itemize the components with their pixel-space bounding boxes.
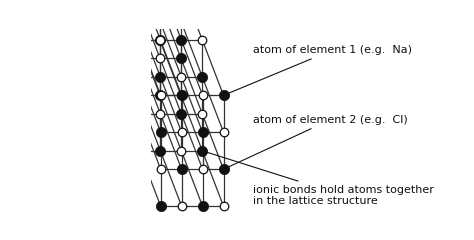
Point [156, 1, 164, 5]
Point [178, 130, 185, 134]
Point [135, 38, 143, 42]
Point [114, 19, 122, 23]
Point [114, 93, 122, 97]
Point [220, 167, 228, 171]
Point [136, 75, 143, 79]
Point [178, 75, 185, 79]
Point [136, 112, 143, 116]
Point [157, 204, 164, 208]
Point [156, 149, 164, 153]
Point [199, 38, 206, 42]
Point [93, 1, 100, 5]
Point [156, 112, 164, 116]
Point [93, 38, 100, 42]
Point [220, 130, 228, 134]
Point [178, 167, 185, 171]
Point [157, 93, 164, 97]
Point [136, 38, 143, 42]
Point [114, 56, 122, 60]
Point [156, 38, 164, 42]
Point [156, 19, 164, 23]
Text: atom of element 2 (e.g.  Cl): atom of element 2 (e.g. Cl) [226, 115, 408, 168]
Text: atom of element 1 (e.g.  Na): atom of element 1 (e.g. Na) [226, 45, 412, 94]
Point [114, 38, 122, 42]
Point [220, 204, 228, 208]
Point [177, 19, 185, 23]
Point [177, 56, 185, 60]
Point [199, 167, 206, 171]
Point [177, 93, 185, 97]
Point [199, 130, 206, 134]
Point [114, 1, 122, 5]
Point [220, 93, 228, 97]
Point [136, 149, 143, 153]
Point [156, 38, 164, 42]
Point [199, 149, 206, 153]
Point [199, 204, 206, 208]
Point [178, 93, 185, 97]
Point [156, 56, 164, 60]
Point [199, 93, 206, 97]
Point [178, 204, 185, 208]
Point [156, 75, 164, 79]
Point [157, 167, 164, 171]
Point [156, 93, 164, 97]
Point [136, 56, 143, 60]
Point [135, 1, 143, 5]
Point [136, 19, 143, 23]
Point [178, 149, 185, 153]
Point [199, 75, 206, 79]
Point [178, 38, 185, 42]
Point [178, 112, 185, 116]
Text: ionic bonds hold atoms together
in the lattice structure: ionic bonds hold atoms together in the l… [205, 152, 434, 206]
Point [157, 130, 164, 134]
Point [136, 93, 143, 97]
Point [199, 112, 206, 116]
